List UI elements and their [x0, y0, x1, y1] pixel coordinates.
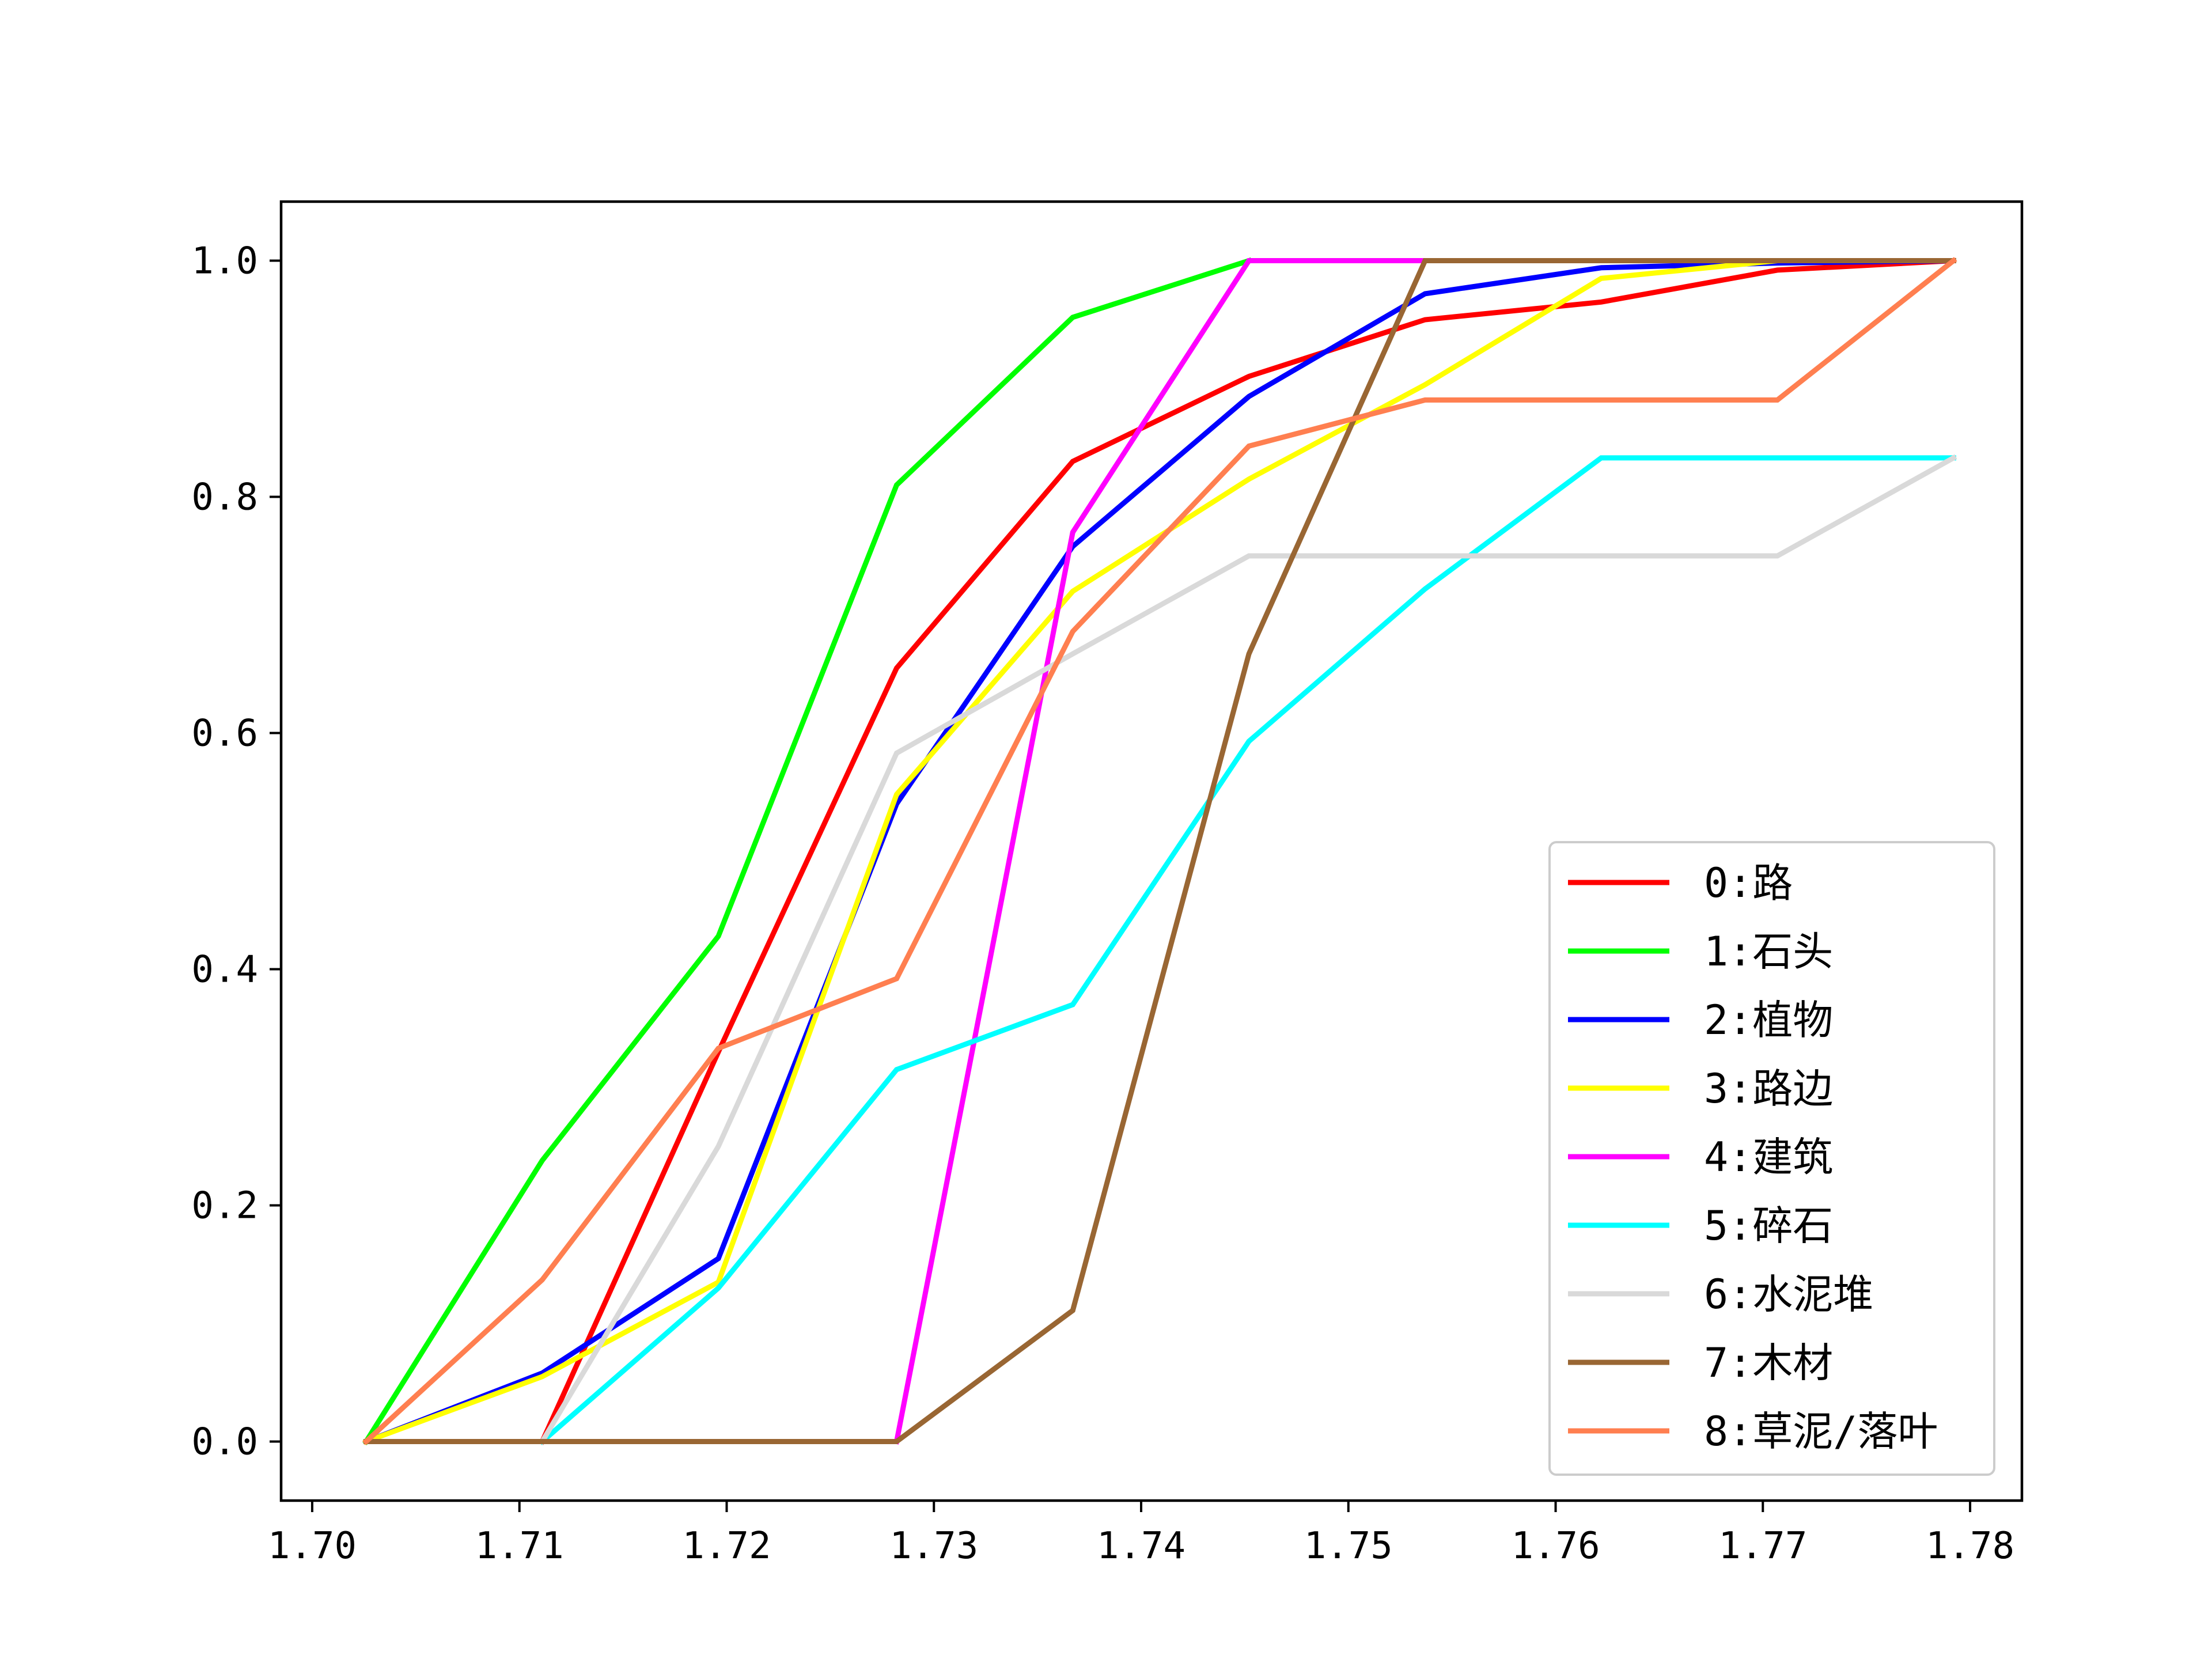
series-line-0	[539, 257, 1957, 1445]
x-axis: 1.70 1.71 1.72 1.73 1.74 1.75 1.76 1.77 1.78	[268, 1501, 2014, 1567]
series-line-5	[538, 455, 1956, 1445]
y-tick-label: 0.4	[191, 949, 258, 991]
legend-label: 7:木材	[1704, 1339, 1833, 1387]
series-layer	[362, 257, 1957, 1445]
x-tick-label: 1.71	[475, 1525, 564, 1567]
legend-label: 8:草泥/落叶	[1704, 1408, 1938, 1455]
y-tick-label: 0.2	[191, 1185, 258, 1228]
legend-label: 2:植物	[1704, 997, 1833, 1044]
series-line-6	[539, 454, 1957, 1445]
legend-label: 5:碎石	[1704, 1202, 1833, 1249]
y-axis: 0.0 0.2 0.4 0.6 0.8 1.0	[191, 240, 281, 1464]
x-tick-label: 1.75	[1304, 1525, 1393, 1567]
plot-frame	[279, 200, 2024, 1502]
series-line-7	[363, 258, 1956, 1444]
x-tick-label: 1.78	[1926, 1525, 2014, 1567]
x-tick-label: 1.72	[682, 1525, 771, 1567]
legend-label: 1:石头	[1704, 928, 1833, 975]
x-tick-label: 1.73	[889, 1525, 978, 1567]
series-line-2	[362, 257, 1956, 1445]
y-tick-label: 0.8	[191, 476, 258, 519]
legend: 0:路 1:石头 2:植物 3:路边 4:建筑 5:碎石 6:水泥堆 7:木材 8:草泥/落叶	[1548, 841, 1995, 1476]
series-line-8	[362, 257, 1957, 1445]
legend-label: 6:水泥堆	[1704, 1271, 1873, 1318]
x-tick-label: 1.77	[1718, 1525, 1807, 1567]
legend-box	[1548, 841, 1995, 1476]
y-tick-label: 0.6	[191, 713, 258, 755]
x-tick-label: 1.76	[1511, 1525, 1600, 1567]
y-tick-label: 0.0	[191, 1421, 258, 1464]
legend-label: 0:路	[1704, 859, 1793, 907]
x-tick-label: 1.74	[1097, 1525, 1185, 1567]
series-line-1	[362, 257, 1252, 1445]
legend-label: 4:建筑	[1704, 1134, 1833, 1181]
y-tick-label: 1.0	[191, 240, 258, 283]
x-tick-label: 1.70	[268, 1525, 357, 1567]
series-line-4	[893, 258, 1428, 1445]
legend-label: 3:路边	[1704, 1065, 1833, 1112]
